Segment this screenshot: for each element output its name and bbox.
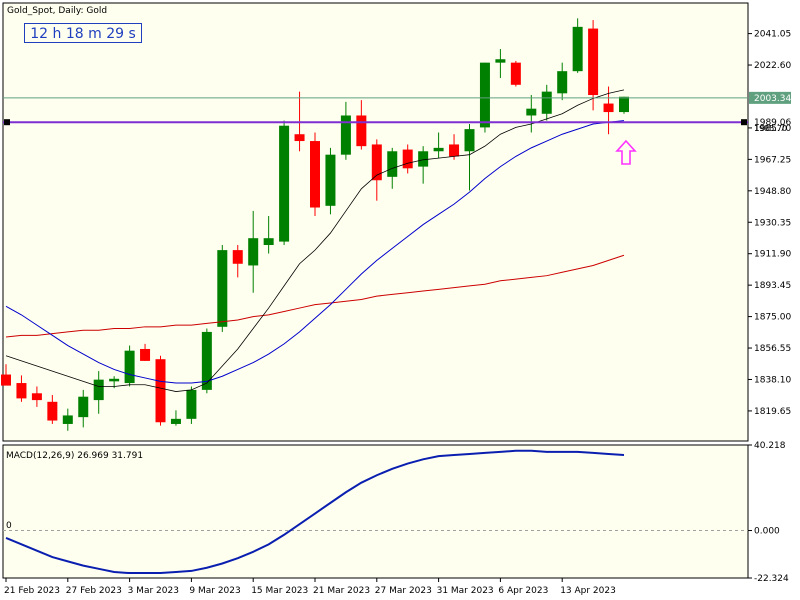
ma-slow-line: [5, 254, 625, 338]
bid-price-tag: [749, 91, 791, 104]
price-tick-label: 2022.60: [754, 61, 791, 71]
price-axis: 2041.05 2022.60 1985.70 1967.25 1948.80 1930.…: [748, 30, 791, 417]
candle-body: [603, 103, 614, 113]
candle-body: [1, 374, 11, 386]
candle-body: [433, 147, 444, 152]
date-tick-label: 27 Feb 2023: [66, 586, 122, 596]
candle-body: [325, 154, 336, 206]
candle-body: [16, 383, 27, 399]
candle-body: [387, 151, 398, 177]
candle-body: [557, 71, 568, 94]
macd-line: [5, 449, 625, 575]
candle-body: [31, 393, 42, 401]
level-handle-right: [741, 119, 747, 126]
date-tick-label: 9 Mar 2023: [189, 586, 240, 596]
price-tick-label: 1856.55: [754, 344, 791, 354]
candle-body: [279, 125, 290, 242]
candle-body: [93, 379, 104, 401]
price-tick-label: 1875.00: [754, 313, 791, 323]
price-tick-label: 2041.05: [754, 30, 791, 40]
price-tick-label: 1930.35: [754, 218, 791, 228]
price-plot: [1, 18, 748, 431]
candle-body: [62, 415, 73, 424]
candle-body: [356, 115, 367, 147]
macd-tick-label: 40.218: [754, 441, 786, 451]
candle-body: [217, 250, 228, 327]
price-tick-label: 1985.70: [754, 124, 791, 134]
date-tick-label: 21 Mar 2023: [313, 586, 370, 596]
candle-body: [124, 350, 135, 384]
candle-body: [310, 141, 320, 208]
candle-body: [340, 115, 351, 155]
level-price-sub-label: 1985.70: [754, 124, 787, 133]
macd-plot: [3, 449, 748, 575]
up-arrow-icon: [615, 139, 637, 165]
candle-timer: 12 h 18 m 29 s: [24, 23, 142, 43]
bid-price-label: 2003.34: [754, 94, 791, 104]
level-handle-left: [4, 119, 10, 126]
candle-body: [418, 151, 429, 167]
macd-tick-label: -22.324: [754, 574, 789, 584]
candle-body: [402, 149, 413, 169]
candle-body: [186, 389, 197, 419]
price-tick-label: 1893.45: [754, 281, 791, 291]
candle-body: [248, 238, 259, 266]
date-tick-label: 15 Mar 2023: [251, 586, 308, 596]
level-price-label: 1989.06: [754, 118, 791, 128]
macd-pane: [2, 444, 749, 579]
candle-body: [109, 378, 120, 382]
ma-mid-line: [5, 120, 625, 384]
date-tick-label: 6 Apr 2023: [498, 586, 548, 596]
macd-tick-label: 0.000: [754, 527, 780, 537]
candle-body: [201, 331, 212, 390]
candle-body: [232, 250, 243, 264]
chart-title: Gold_Spot, Daily: Gold: [7, 6, 107, 16]
price-tick-label: 1911.90: [754, 250, 791, 260]
date-tick-label: 13 Apr 2023: [560, 586, 616, 596]
macd-title: MACD(12,26,9) 26.969 31.791: [6, 451, 143, 461]
ma-fast-line: [5, 89, 625, 392]
candle-body: [572, 26, 583, 72]
date-tick-label: 31 Mar 2023: [437, 586, 494, 596]
candle-body: [619, 96, 629, 113]
price-tick-label: 1948.80: [754, 187, 791, 197]
date-tick-label: 3 Mar 2023: [128, 586, 179, 596]
price-tick-label: 1819.65: [754, 407, 791, 417]
candle-body: [155, 359, 166, 423]
candle-body: [464, 129, 475, 152]
candle-body: [140, 348, 151, 361]
candle-body: [510, 62, 521, 85]
date-tick-label: 27 Mar 2023: [375, 586, 432, 596]
candle-body: [78, 396, 89, 418]
candle-body: [495, 59, 506, 63]
macd-axis: 40.218 0.000 -22.324: [748, 441, 789, 584]
candle-body: [170, 418, 181, 424]
candle-body: [526, 108, 537, 116]
candle-body: [479, 62, 490, 128]
candle-body: [449, 144, 460, 157]
candle-body: [541, 91, 552, 114]
candle-body: [371, 144, 382, 181]
candle-body: [294, 134, 305, 142]
date-tick-label: 21 Feb 2023: [4, 586, 60, 596]
date-axis: 21 Feb 2023 27 Feb 2023 3 Mar 2023 9 Mar 20…: [4, 578, 616, 596]
candle-body: [47, 401, 58, 421]
candle-body: [588, 28, 599, 96]
candle-body: [263, 238, 274, 246]
price-tick-label: 1967.25: [754, 155, 791, 165]
macd-zero-label: 0: [6, 521, 12, 531]
main-pane: [2, 2, 749, 442]
price-tick-label: 1838.10: [754, 375, 791, 385]
